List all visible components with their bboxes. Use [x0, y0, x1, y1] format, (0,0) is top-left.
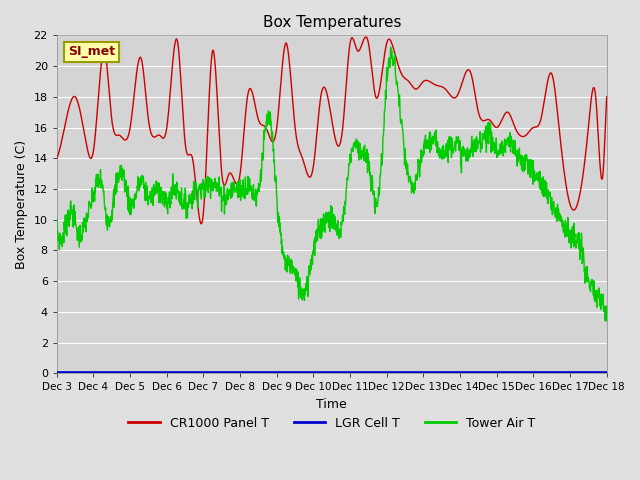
Y-axis label: Box Temperature (C): Box Temperature (C)	[15, 140, 28, 269]
Text: SI_met: SI_met	[68, 46, 115, 59]
Legend: CR1000 Panel T, LGR Cell T, Tower Air T: CR1000 Panel T, LGR Cell T, Tower Air T	[124, 412, 540, 435]
Title: Box Temperatures: Box Temperatures	[262, 15, 401, 30]
X-axis label: Time: Time	[316, 398, 347, 411]
